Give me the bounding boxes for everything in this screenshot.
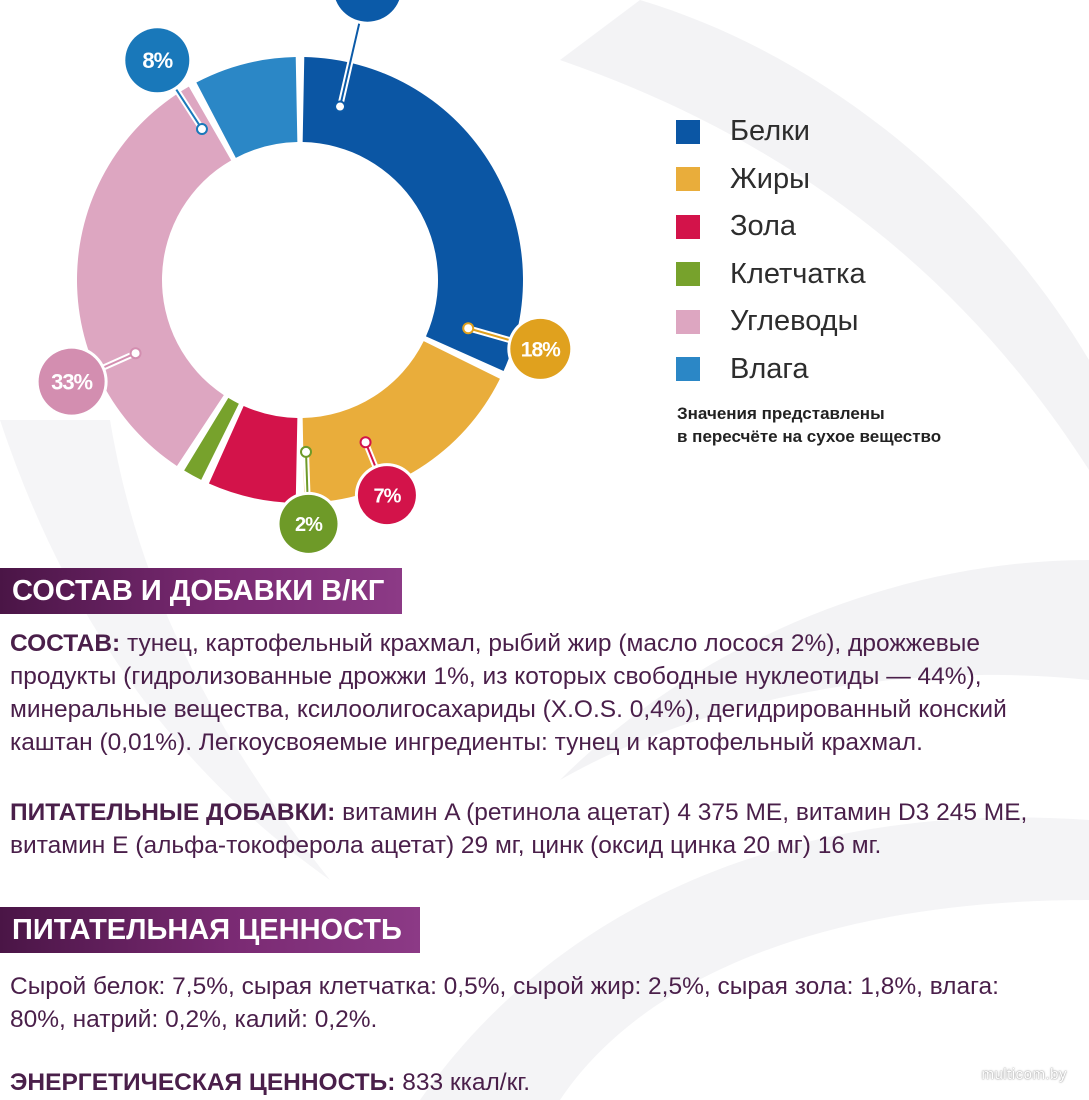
legend-label: Влага: [730, 352, 809, 385]
leader-dot: [300, 445, 313, 458]
background-swoosh: [560, 0, 1089, 470]
legend-label: Углеводы: [730, 305, 859, 338]
additives-label: ПИТАТЕЛЬНЫЕ ДОБАВКИ:: [10, 799, 336, 826]
composition-text: тунец, картофельный крахмал, рыбий жир (…: [10, 630, 1007, 756]
leader-dot: [195, 123, 208, 136]
value-label: 2%: [295, 514, 323, 536]
legend-label: Зола: [730, 210, 797, 243]
legend-item-carbohydrates: Углеводы: [676, 298, 866, 346]
chart-note-line: Значения представлены: [677, 404, 885, 423]
legend-swatch: [676, 309, 700, 334]
legend-swatch: [676, 262, 700, 287]
value-bubble: [38, 348, 105, 415]
additives-paragraph: ПИТАТЕЛЬНЫЕ ДОБАВКИ: витамин A (ретинола…: [10, 796, 1060, 862]
leader-dot: [359, 436, 372, 449]
nutrition-section-header: ПИТАТЕЛЬНАЯ ЦЕННОСТЬ: [0, 907, 420, 953]
donut-slice: [208, 405, 298, 503]
value-label: 32%: [345, 0, 391, 2]
value-bubble: [510, 318, 571, 379]
energy-paragraph: ЭНЕРГЕТИЧЕСКАЯ ЦЕННОСТЬ: 833 ккал/кг.: [10, 1066, 1060, 1099]
background-swoosh: [0, 420, 330, 880]
chart-legend: Белки Жиры Зола Клетчатка Углеводы Влага: [676, 108, 866, 393]
energy-text: 833 ккал/кг.: [395, 1069, 531, 1096]
energy-label: ЭНЕРГЕТИЧЕСКАЯ ЦЕННОСТЬ:: [10, 1069, 396, 1096]
donut-slice: [184, 397, 239, 480]
composition-section-header: СОСТАВ И ДОБАВКИ В/КГ: [0, 568, 403, 614]
legend-swatch: [676, 214, 700, 239]
value-bubble: [335, 0, 400, 22]
leader-dot: [334, 100, 347, 113]
legend-swatch: [676, 119, 700, 144]
value-bubble: [279, 494, 338, 553]
donut-chart: 32% 18% 7% 2% 33% 8%: [35, 0, 574, 556]
legend-item-fat: Жиры: [676, 156, 866, 204]
legend-label: Белки: [730, 115, 811, 148]
legend-swatch: [676, 167, 700, 192]
legend-item-ash: Зола: [676, 203, 866, 251]
leader-dot: [462, 322, 475, 335]
chart-note-line: в пересчёте на сухое вещество: [677, 427, 942, 446]
leader-dot: [129, 347, 142, 360]
legend-swatch: [676, 357, 700, 382]
value-label: 18%: [521, 338, 561, 361]
chart-note: Значения представлены в пересчёте на сух…: [677, 402, 941, 448]
legend-item-fiber: Клетчатка: [676, 251, 866, 299]
nutrition-paragraph: Сырой белок: 7,5%, сырая клетчатка: 0,5%…: [10, 973, 999, 1033]
legend-label: Жиры: [730, 162, 810, 195]
legend-item-moisture: Влага: [676, 346, 866, 394]
value-bubbles: 32% 18% 7% 2% 33% 8%: [35, 0, 574, 556]
donut-slices: [76, 57, 523, 503]
donut-slice: [302, 57, 523, 372]
background-swoosh: [560, 560, 1089, 780]
donut-slice: [76, 86, 232, 466]
composition-paragraph: СОСТАВ: тунец, картофельный крахмал, рыб…: [10, 627, 1060, 759]
value-bubble: [357, 466, 416, 525]
value-label: 8%: [142, 48, 172, 73]
watermark: multicom.by: [981, 1066, 1067, 1083]
value-label: 7%: [373, 485, 401, 507]
legend-label: Клетчатка: [730, 257, 866, 290]
legend-item-protein: Белки: [676, 108, 866, 156]
value-label: 33%: [51, 370, 92, 395]
background-swoosh: [420, 817, 1089, 1100]
value-bubble: [125, 28, 190, 93]
donut-slice: [302, 341, 500, 503]
composition-label: СОСТАВ:: [10, 630, 121, 657]
donut-slice: [196, 57, 298, 158]
additives-text: витамин A (ретинола ацетат) 4 375 МЕ, ви…: [10, 799, 1028, 859]
